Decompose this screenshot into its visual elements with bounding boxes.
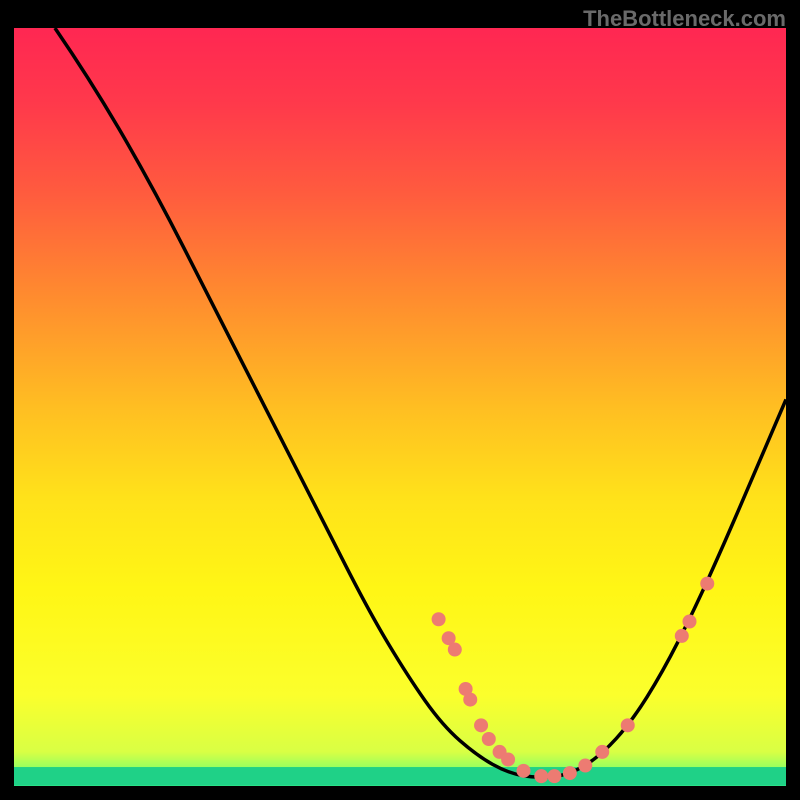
- gradient-background: [14, 28, 786, 786]
- curve-marker: [683, 615, 697, 629]
- curve-marker: [534, 769, 548, 783]
- curve-marker: [595, 745, 609, 759]
- curve-marker: [463, 693, 477, 707]
- curve-marker: [621, 718, 635, 732]
- watermark-text: TheBottleneck.com: [583, 6, 786, 32]
- chart-container: [14, 28, 786, 786]
- curve-marker: [517, 764, 531, 778]
- curve-marker: [578, 759, 592, 773]
- curve-marker: [474, 718, 488, 732]
- curve-marker: [700, 577, 714, 591]
- green-bottom-band: [14, 767, 786, 785]
- curve-marker: [501, 752, 515, 766]
- curve-marker: [448, 643, 462, 657]
- curve-marker: [563, 766, 577, 780]
- curve-marker: [432, 612, 446, 626]
- curve-marker: [482, 732, 496, 746]
- curve-marker: [675, 629, 689, 643]
- curve-marker: [547, 769, 561, 783]
- bottleneck-curve-chart: [14, 28, 786, 786]
